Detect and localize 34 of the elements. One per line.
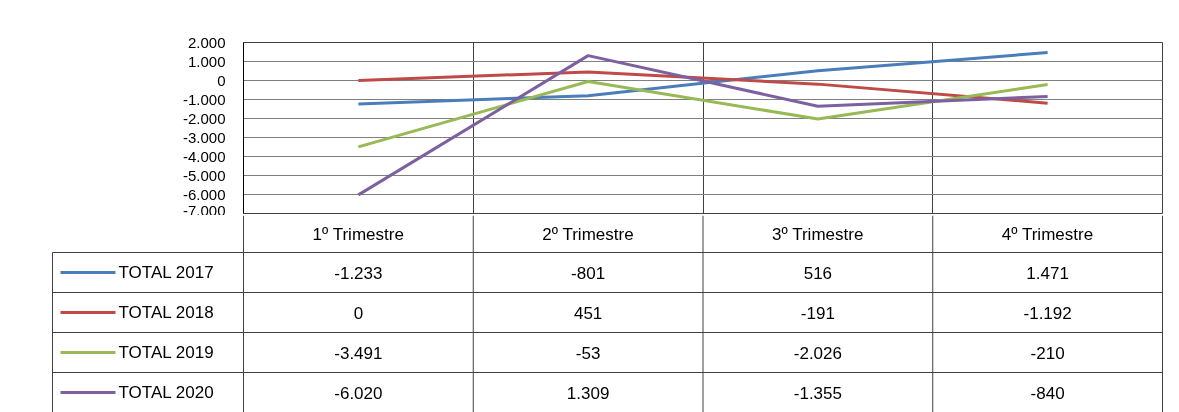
data-label: -191 <box>800 303 835 323</box>
y-tick-label: -4.000 <box>182 147 226 165</box>
y-tick-label: -3.000 <box>182 128 226 146</box>
y-tick-label: -7.000 <box>182 201 226 219</box>
data-label: -1.233 <box>334 263 383 283</box>
data-label: -840 <box>1030 383 1065 403</box>
data-label: 1.309 <box>566 383 610 403</box>
y-tick-label: 1.000 <box>187 52 226 70</box>
data-label: 451 <box>573 303 603 323</box>
legend-label: TOTAL 2019 <box>118 343 214 362</box>
data-label: -2.026 <box>793 343 842 363</box>
data-label: 0 <box>353 303 364 323</box>
data-label: -1.192 <box>1023 303 1072 323</box>
data-label: -1.355 <box>793 383 842 403</box>
x-tick-label: 1º Trimestre <box>312 224 404 244</box>
x-tick-label: 3º Trimestre <box>772 224 864 244</box>
data-label: -3.491 <box>334 343 383 363</box>
data-label: 1.471 <box>1026 263 1069 283</box>
data-label: -801 <box>571 263 606 283</box>
data-label: -53 <box>575 343 601 363</box>
data-label: -210 <box>1030 343 1065 363</box>
y-tick-label: -2.000 <box>182 109 226 127</box>
y-tick-label: 0 <box>217 71 226 89</box>
x-tick-label: 4º Trimestre <box>1001 224 1094 244</box>
legend-label: TOTAL 2020 <box>118 383 214 402</box>
y-tick-label: -1.000 <box>182 90 226 108</box>
data-label: -6.020 <box>334 383 383 403</box>
y-tick-label: 2.000 <box>187 33 226 51</box>
y-tick-label: -6.000 <box>182 185 226 203</box>
legend-label: TOTAL 2017 <box>118 263 214 282</box>
legend-label: TOTAL 2018 <box>118 303 214 322</box>
data-label: 516 <box>803 263 833 283</box>
y-tick-label: -5.000 <box>182 166 226 184</box>
x-tick-label: 2º Trimestre <box>542 224 634 244</box>
